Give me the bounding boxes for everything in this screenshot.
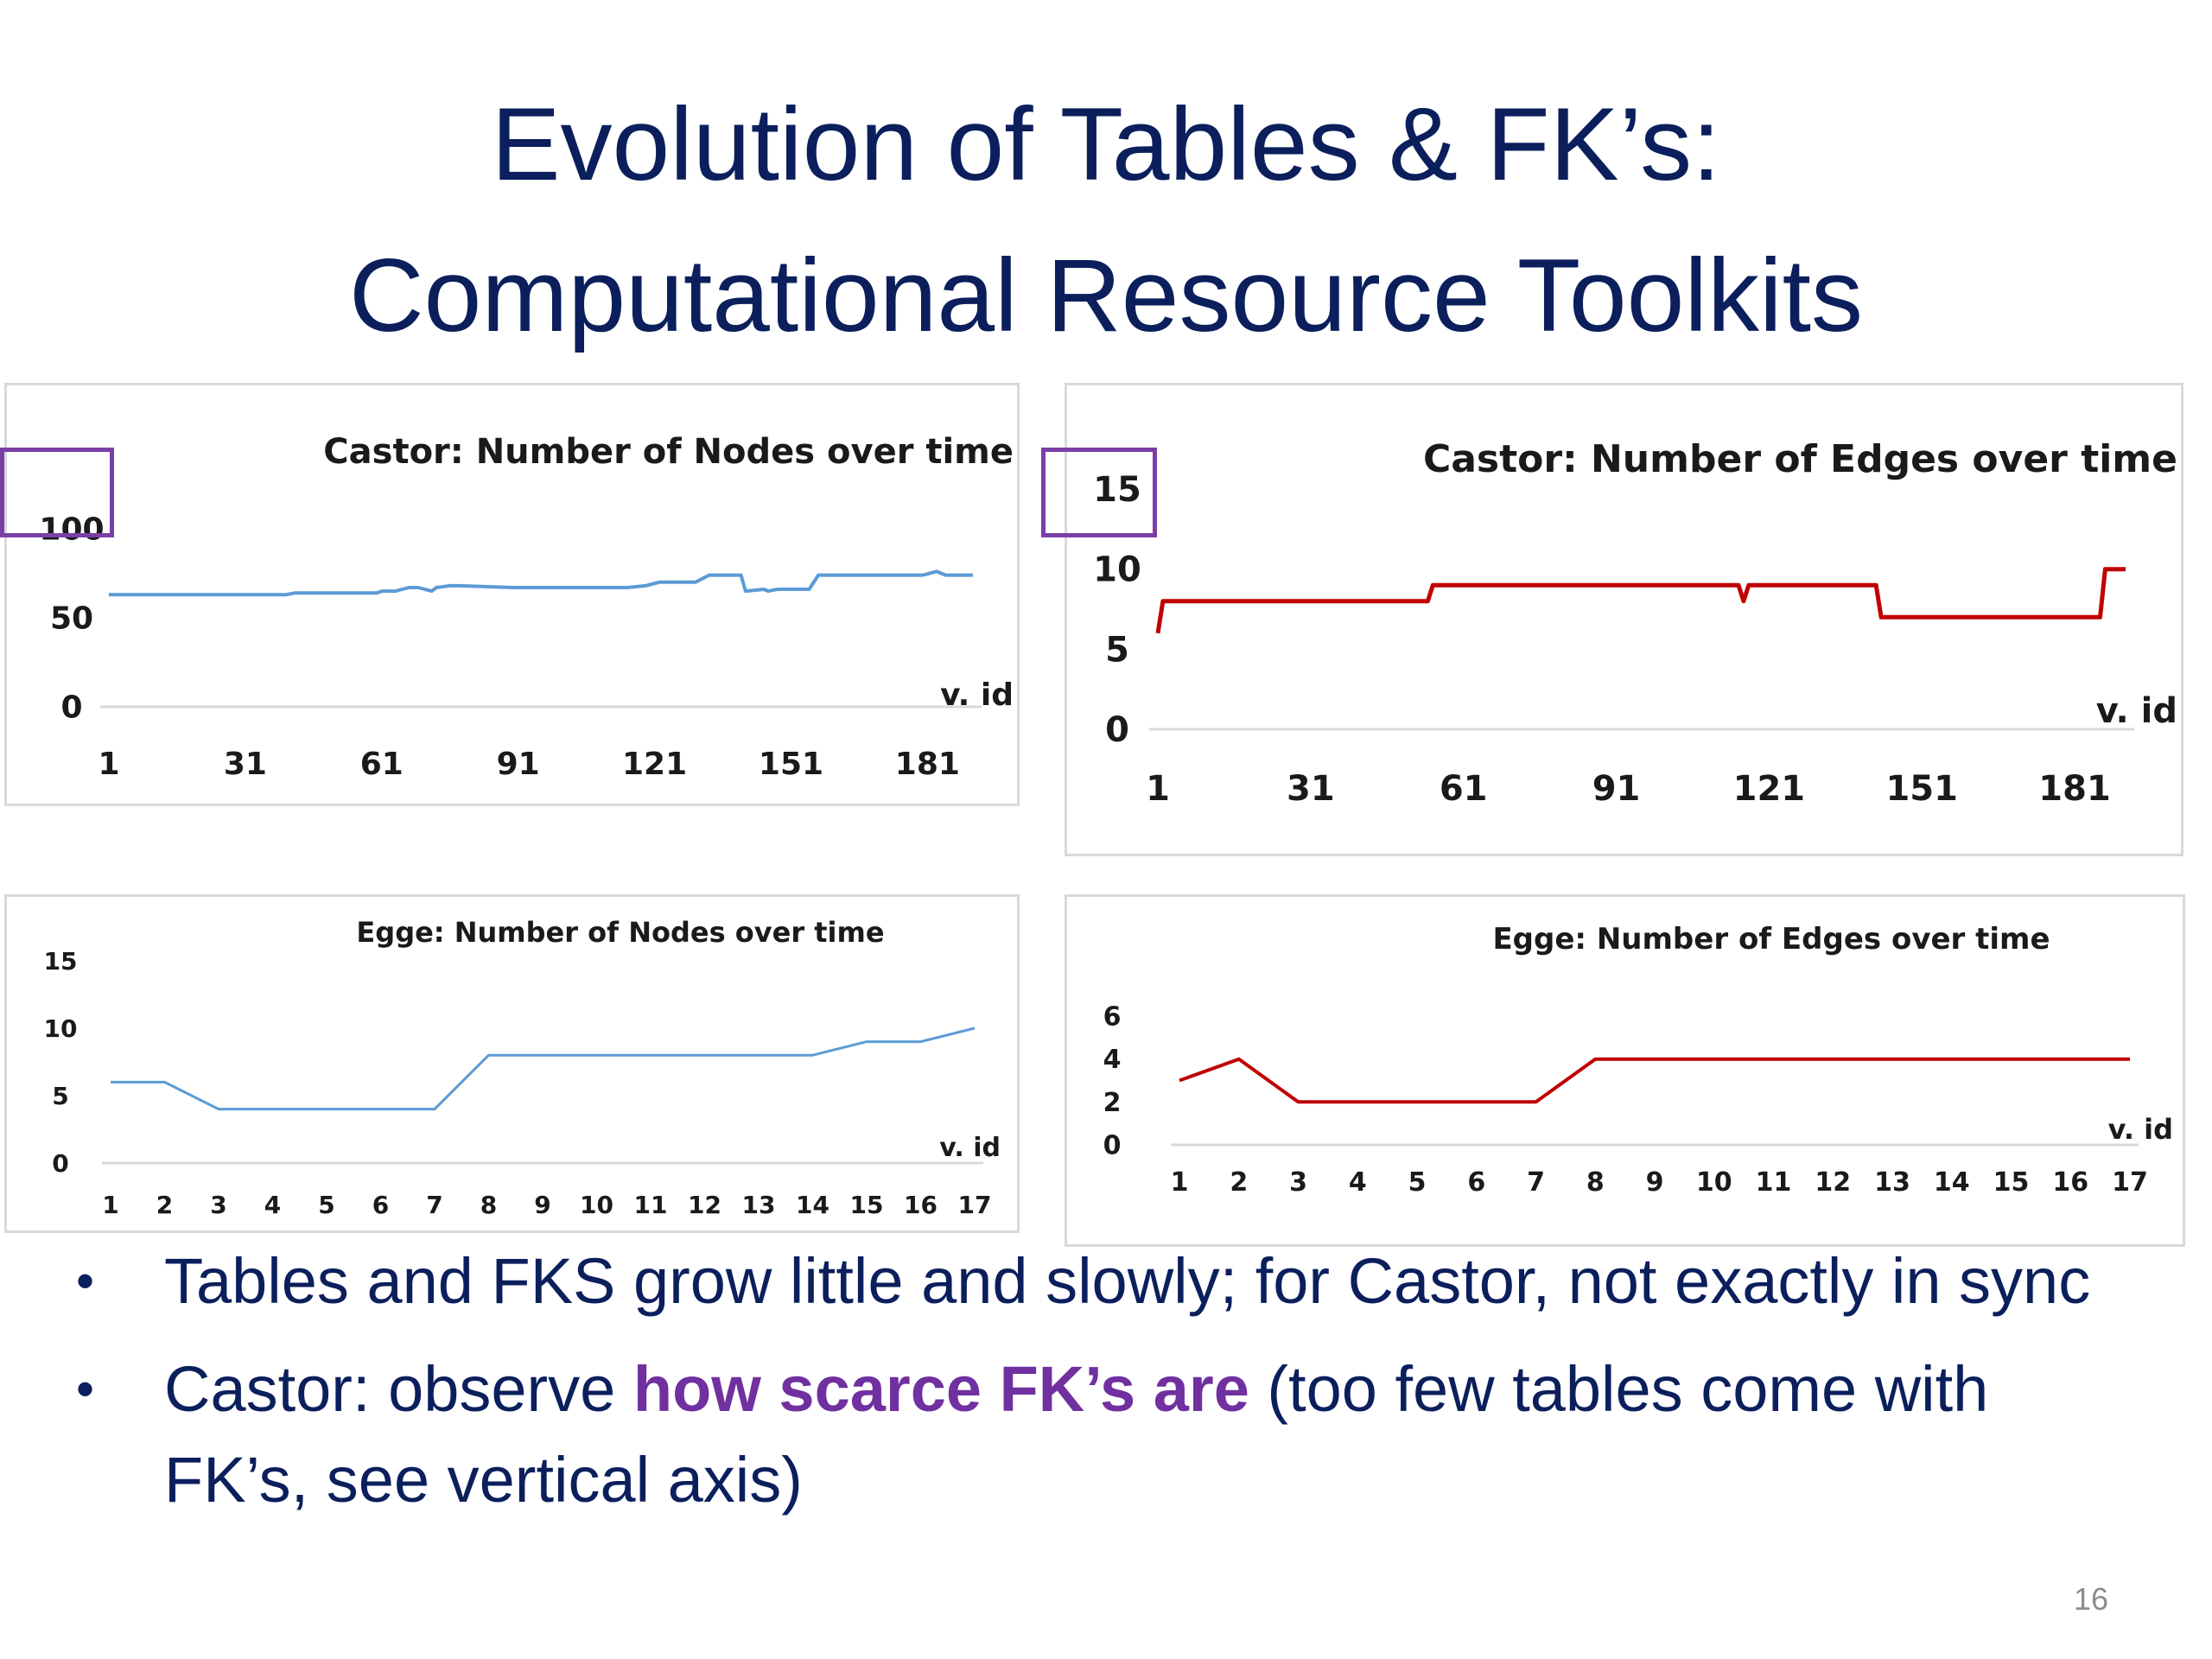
x-tick-label: 8 xyxy=(480,1191,497,1219)
y-tick-label: 2 xyxy=(1103,1088,1122,1118)
x-tick-label: 181 xyxy=(895,747,960,782)
x-tick-label: 11 xyxy=(1756,1167,1792,1198)
x-tick-label: 7 xyxy=(426,1191,442,1219)
x-axis-label: v. id xyxy=(2108,1113,2173,1146)
x-tick-label: 4 xyxy=(264,1191,281,1219)
slide-title-line-2: Computational Resource Toolkits xyxy=(348,238,1863,353)
highlight-box-castor-nodes-max xyxy=(0,448,114,537)
series-line xyxy=(1179,1057,2130,1104)
y-tick-label: 4 xyxy=(1103,1045,1122,1075)
x-tick-label: 121 xyxy=(622,747,687,782)
x-tick-label: 151 xyxy=(1885,769,1958,809)
x-tick-label: 15 xyxy=(1993,1167,2030,1198)
x-tick-label: 2 xyxy=(1230,1167,1248,1198)
slide-title: Evolution of Tables & FK’s: Computationa… xyxy=(0,69,2212,372)
y-tick-label: 15 xyxy=(1093,470,1141,510)
y-tick-label: 6 xyxy=(1103,1002,1122,1033)
x-tick-label: 16 xyxy=(904,1191,938,1219)
series-line xyxy=(111,1027,976,1111)
x-tick-label: 12 xyxy=(688,1191,721,1219)
x-tick-label: 9 xyxy=(1646,1167,1664,1198)
bullet-text-before: Castor: observe xyxy=(164,1353,633,1425)
x-tick-label: 5 xyxy=(318,1191,334,1219)
y-tick-label: 0 xyxy=(1103,1131,1122,1161)
series-line xyxy=(1155,567,2126,634)
chart-title: Castor: Number of Nodes over time xyxy=(323,432,1014,472)
x-tick-label: 17 xyxy=(958,1191,992,1219)
x-tick-label: 5 xyxy=(1408,1167,1427,1198)
chart-castor-edges: Castor: Number of Edges over time0510151… xyxy=(1093,437,2177,809)
x-tick-label: 12 xyxy=(1815,1167,1851,1198)
y-tick-label: 10 xyxy=(1093,550,1141,590)
y-tick-label: 15 xyxy=(44,947,78,976)
x-tick-label: 31 xyxy=(1287,769,1335,809)
x-tick-label: 1 xyxy=(102,1191,118,1219)
x-tick-label: 31 xyxy=(224,747,267,782)
x-tick-label: 91 xyxy=(497,747,540,782)
bullet-text-after: (too few tables come with FK’s, see vert… xyxy=(164,1353,1989,1516)
y-tick-label: 0 xyxy=(1105,710,1129,750)
bullet-text: Tables and FKS grow little and slowly; f… xyxy=(164,1245,2091,1317)
chart-panel-castor-nodes: Castor: Number of Nodes over time 0 50 100 1… xyxy=(4,383,1020,806)
x-tick-label: 2 xyxy=(156,1191,173,1219)
slide-title-line-1: Evolution of Tables & FK’s: xyxy=(491,86,1721,202)
y-tick-label: 0 xyxy=(52,1149,68,1178)
y-tick-label: 10 xyxy=(44,1014,78,1043)
x-axis-label: v. id xyxy=(2096,691,2177,731)
x-tick-label: 1 xyxy=(98,747,119,782)
bullet-item: • Tables and FKS grow little and slowly;… xyxy=(69,1236,2143,1326)
y-tick-label: 5 xyxy=(1105,630,1129,670)
x-tick-label: 13 xyxy=(1874,1167,1910,1198)
x-tick-label: 3 xyxy=(210,1191,226,1219)
x-tick-label: 10 xyxy=(1696,1167,1732,1198)
x-tick-label: 15 xyxy=(850,1191,884,1219)
x-tick-label: 17 xyxy=(2112,1167,2148,1198)
y-tick-label: 0 xyxy=(60,690,82,726)
x-tick-label: 121 xyxy=(1733,769,1806,809)
x-tick-label: 1 xyxy=(1146,769,1170,809)
chart-title: Egge: Number of Nodes over time xyxy=(356,916,884,949)
series-line xyxy=(109,569,973,597)
x-tick-label: 16 xyxy=(2052,1167,2088,1198)
x-tick-label: 6 xyxy=(1467,1167,1485,1198)
x-tick-label: 91 xyxy=(1592,769,1641,809)
x-tick-label: 61 xyxy=(360,747,404,782)
x-tick-label: 13 xyxy=(742,1191,776,1219)
y-tick-label: 5 xyxy=(52,1082,68,1110)
page-number: 16 xyxy=(2073,1581,2109,1617)
bullet-marker: • xyxy=(76,1360,95,1418)
x-tick-label: 4 xyxy=(1349,1167,1367,1198)
x-tick-label: 14 xyxy=(1934,1167,1970,1198)
chart-castor-nodes: Castor: Number of Nodes over time 0 50 100 1… xyxy=(39,432,1014,782)
chart-panel-egge-nodes: Egge: Number of Nodes over time 0 5 10 15 1 2 3… xyxy=(4,894,1020,1233)
y-tick-label: 50 xyxy=(50,601,93,637)
x-tick-label: 8 xyxy=(1586,1167,1605,1198)
x-tick-label: 181 xyxy=(2038,769,2111,809)
bullet-item: • Castor: observe how scarce FK’s are (t… xyxy=(69,1344,2143,1525)
x-tick-label: 3 xyxy=(1289,1167,1307,1198)
x-tick-label: 10 xyxy=(580,1191,613,1219)
bullet-highlight: how scarce FK’s are xyxy=(632,1353,1249,1425)
x-tick-label: 9 xyxy=(534,1191,550,1219)
x-tick-label: 61 xyxy=(1440,769,1488,809)
x-tick-label: 6 xyxy=(372,1191,389,1219)
chart-title: Castor: Number of Edges over time xyxy=(1423,437,2177,481)
bullet-list: • Tables and FKS grow little and slowly;… xyxy=(69,1236,2143,1542)
chart-panel-egge-edges: Egge: Number of Edges over time 0 2 4 6 1 2 3 4 5… xyxy=(1065,894,2185,1247)
x-axis-label: v. id xyxy=(940,677,1014,713)
x-tick-label: 7 xyxy=(1527,1167,1545,1198)
chart-title: Egge: Number of Edges over time xyxy=(1492,922,2050,957)
chart-panel-castor-edges: Castor: Number of Edges over time 0 5 10 15 1… xyxy=(1065,383,2183,856)
x-tick-label: 151 xyxy=(759,747,823,782)
bullet-marker: • xyxy=(76,1252,95,1310)
x-tick-label: 11 xyxy=(634,1191,668,1219)
x-axis-label: v. id xyxy=(939,1133,1001,1163)
x-tick-label: 14 xyxy=(796,1191,830,1219)
y-tick-label: 100 xyxy=(39,512,104,548)
x-tick-label: 1 xyxy=(1171,1167,1189,1198)
highlight-box-castor-edges-max xyxy=(1041,448,1157,537)
